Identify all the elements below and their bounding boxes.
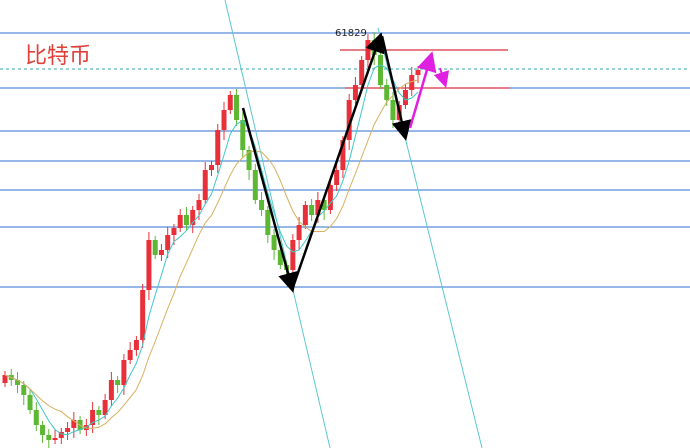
candle-body bbox=[377, 55, 383, 85]
candle-body bbox=[71, 420, 77, 428]
candle-body bbox=[227, 95, 233, 110]
candle-body bbox=[290, 240, 296, 270]
candle-body bbox=[259, 200, 265, 210]
candle-body bbox=[102, 400, 108, 415]
candle-body bbox=[296, 225, 302, 240]
candle-body bbox=[390, 100, 396, 120]
candle-body bbox=[21, 385, 27, 395]
candle-body bbox=[90, 410, 96, 425]
chart-title: 比特币 bbox=[25, 44, 91, 69]
arrow bbox=[408, 51, 437, 129]
candle-body bbox=[415, 70, 421, 75]
candle-body bbox=[127, 350, 133, 360]
candle-body bbox=[240, 120, 246, 150]
candle-body bbox=[271, 235, 277, 250]
candle-body bbox=[252, 170, 258, 200]
candle-body bbox=[46, 435, 52, 440]
candle-body bbox=[171, 228, 177, 235]
candle-body bbox=[190, 210, 196, 225]
arrow bbox=[380, 35, 412, 141]
candle-body bbox=[202, 170, 208, 200]
candle-body bbox=[321, 200, 327, 210]
candle-body bbox=[315, 200, 321, 215]
candle-body bbox=[15, 380, 21, 385]
moving-average bbox=[4, 64, 419, 436]
candle-body bbox=[2, 375, 8, 383]
candle-body bbox=[121, 360, 127, 385]
candle-body bbox=[96, 410, 102, 415]
candle-body bbox=[152, 240, 158, 255]
candle-body bbox=[234, 95, 240, 120]
candle-body bbox=[52, 438, 58, 440]
candle-body bbox=[108, 380, 114, 400]
candle-body bbox=[302, 205, 308, 225]
candle-body bbox=[309, 205, 315, 215]
candle-body bbox=[346, 100, 352, 140]
candle-body bbox=[340, 140, 346, 170]
candle-body bbox=[40, 425, 46, 435]
candle-body bbox=[65, 428, 71, 432]
candle-body bbox=[177, 215, 183, 228]
candle-body bbox=[165, 235, 171, 250]
candle-body bbox=[140, 290, 146, 340]
candle-body bbox=[158, 250, 164, 255]
candle-body bbox=[196, 200, 202, 210]
candle-body bbox=[246, 150, 252, 170]
candle-body bbox=[183, 215, 189, 225]
candle-body bbox=[133, 340, 139, 350]
candle-body bbox=[209, 165, 214, 170]
candle-body bbox=[365, 40, 371, 60]
candle-body bbox=[115, 380, 121, 385]
arrow bbox=[241, 107, 298, 293]
arrow bbox=[433, 67, 450, 88]
moving-averages bbox=[4, 64, 419, 436]
candle-body bbox=[352, 85, 358, 100]
moving-average bbox=[4, 79, 419, 429]
candle-body bbox=[33, 410, 39, 425]
candle-body bbox=[146, 240, 152, 290]
candle-body bbox=[402, 90, 408, 105]
candle-body bbox=[221, 110, 227, 130]
candle-body bbox=[409, 75, 415, 90]
candle-body bbox=[27, 395, 33, 410]
candle-body bbox=[58, 432, 64, 438]
candle-body bbox=[215, 130, 221, 165]
candle-body bbox=[265, 210, 271, 235]
candles bbox=[2, 32, 421, 448]
candle-body bbox=[277, 250, 283, 265]
candle-body bbox=[327, 185, 333, 210]
arrows bbox=[241, 32, 450, 293]
peak-label: 61829 bbox=[335, 28, 367, 39]
arrow bbox=[290, 32, 385, 291]
candle-body bbox=[334, 170, 340, 185]
candle-body bbox=[359, 60, 365, 85]
candle-body bbox=[384, 85, 390, 100]
